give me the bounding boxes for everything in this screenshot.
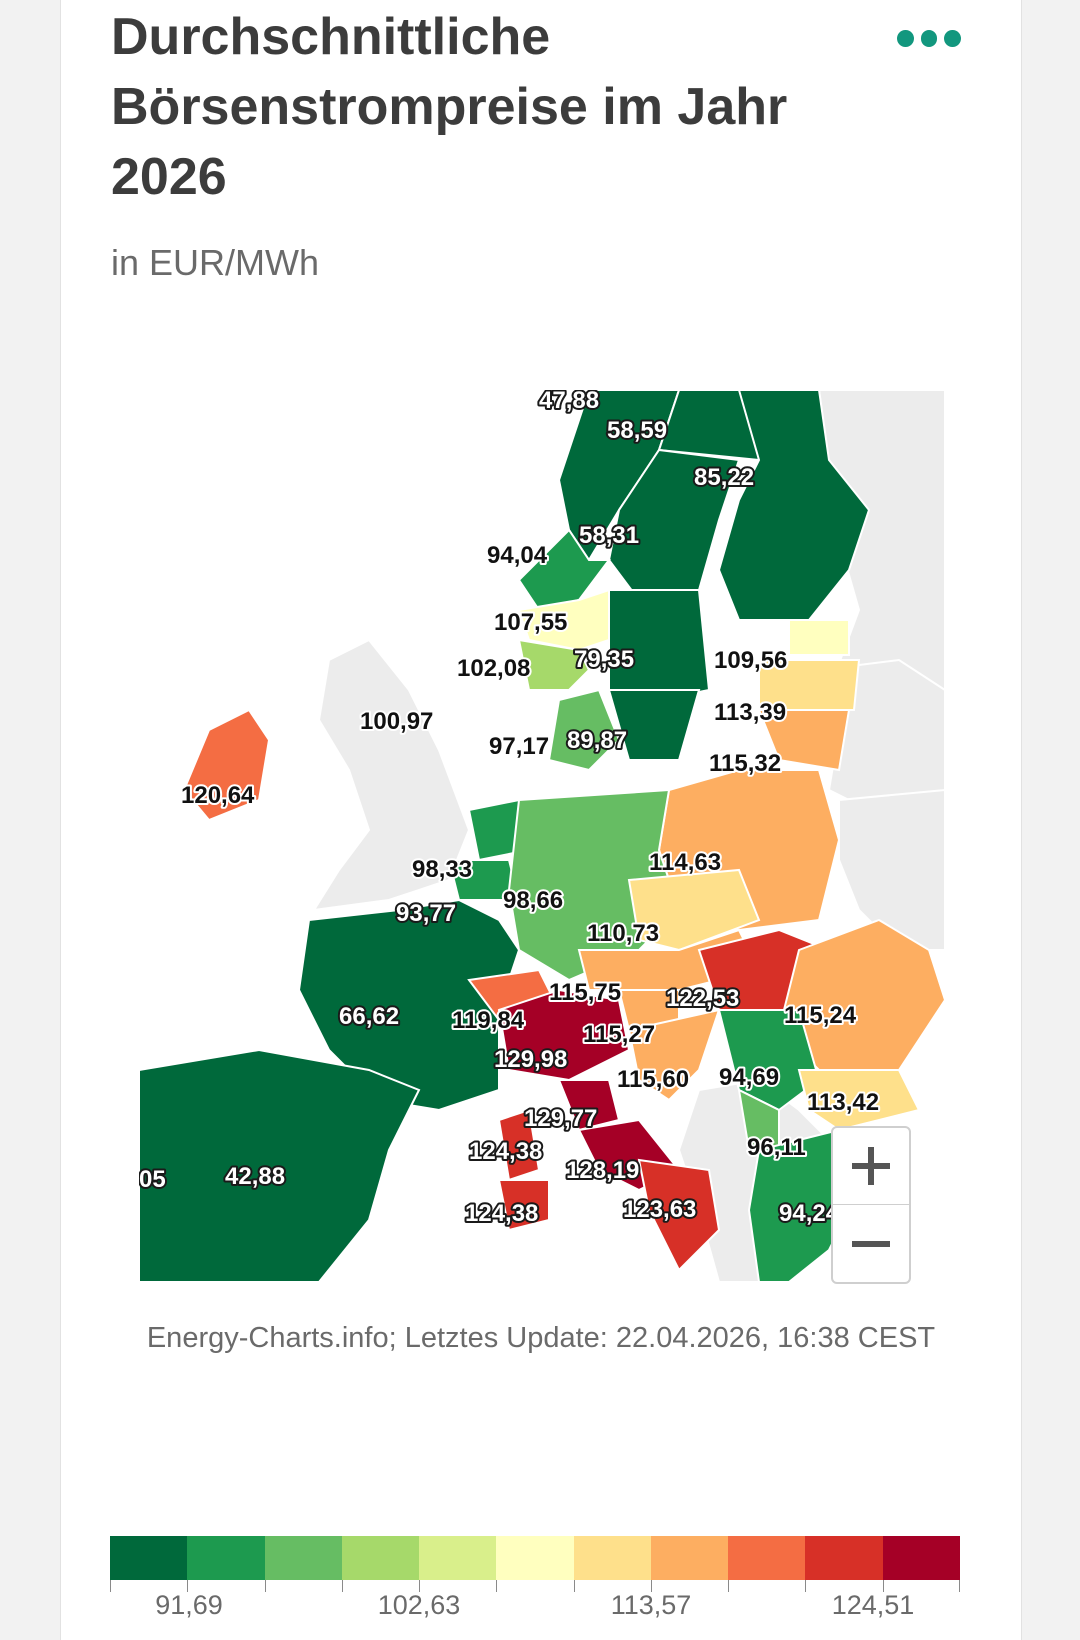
legend-bin-10: [805, 1536, 883, 1580]
price-labels: 47,88 58,59 85,22 58,31 94,04 107,55 109…: [139, 390, 881, 1229]
label-it-csud: 128,19: [566, 1157, 639, 1184]
label-it-sard: 124,38: [469, 1138, 542, 1165]
legend-bin-9: [728, 1536, 806, 1580]
legend-tick-label-1: 91,69: [155, 1590, 223, 1620]
label-se3: 79,35: [574, 646, 634, 673]
label-pt: 05: [139, 1166, 166, 1193]
legend-bin-5: [419, 1536, 497, 1580]
region-denmark: [547, 688, 621, 772]
label-gb: 100,97: [360, 708, 433, 735]
region-italy-cnor: [557, 1079, 621, 1132]
region-croatia: [627, 1008, 721, 1102]
label-me: 96,11: [747, 1134, 806, 1161]
region-france: [297, 898, 521, 1112]
label-be: 93,77: [396, 900, 456, 927]
label-no2: 102,08: [457, 655, 530, 682]
label-no1: 107,55: [494, 609, 567, 636]
label-lv: 113,39: [714, 699, 786, 726]
label-pl: 114,63: [649, 849, 721, 876]
label-it-nord: 129,98: [494, 1046, 567, 1073]
label-se4: 89,87: [567, 727, 627, 754]
label-it-sud: 123,63: [623, 1196, 696, 1223]
great-britain-shape: [312, 638, 471, 912]
label-fr: 66,62: [339, 1003, 399, 1030]
region-spain: [139, 1048, 421, 1282]
label-gr: 94,24: [779, 1200, 840, 1227]
legend-tick-label-2: 102,63: [377, 1590, 461, 1620]
region-sweden-se4: [607, 689, 701, 761]
region-sardinia: [497, 1108, 541, 1182]
label-hr: 115,60: [617, 1066, 689, 1093]
label-de: 98,66: [503, 887, 563, 914]
label-no3: 94,04: [487, 542, 548, 569]
label-hu: 122,53: [666, 985, 739, 1012]
plus-icon: [852, 1147, 890, 1185]
label-si: 115,27: [583, 1021, 655, 1048]
chart-title: Durchschnittliche Börsenstrompreise im J…: [111, 8, 788, 206]
zoom-in-button[interactable]: [833, 1128, 909, 1205]
more-options-icon[interactable]: [897, 30, 962, 54]
zoom-out-button[interactable]: [833, 1206, 909, 1282]
region-czechia: [627, 868, 761, 952]
ukraine-shape: [838, 788, 945, 951]
chart-subtitle: in EUR/MWh: [111, 242, 320, 283]
chart-card: Durchschnittliche Börsenstrompreise im J…: [60, 0, 1022, 1640]
legend-bin-7: [573, 1536, 651, 1580]
region-sweden-se2: [607, 448, 741, 602]
label-it-cnor: 129,77: [524, 1105, 597, 1132]
color-scale-legend: [110, 1536, 960, 1580]
region-italy-north: [497, 988, 631, 1082]
label-fi: 85,22: [694, 464, 754, 491]
label-at: 115,75: [549, 979, 621, 1006]
legend-ticks: [110, 1580, 960, 1594]
source-note: Energy-Charts.info; Letztes Update: 22.0…: [146, 1322, 936, 1354]
label-nl: 98,33: [412, 856, 472, 883]
legend-bin-2: [187, 1536, 265, 1580]
region-italy-sud: [637, 1158, 721, 1272]
label-it-sici: 124,38: [465, 1200, 538, 1227]
label-se1: 58,59: [607, 417, 667, 444]
label-se2: 58,31: [579, 522, 639, 549]
legend-bin-6: [496, 1536, 574, 1580]
region-serbia: [717, 1009, 821, 1112]
label-rs: 94,69: [719, 1064, 779, 1091]
label-ro: 115,24: [784, 1002, 857, 1029]
region-sweden-se3: [608, 589, 711, 702]
map-canvas: 47,88 58,59 85,22 58,31 94,04 107,55 109…: [139, 390, 945, 1282]
legend-bin-3: [264, 1536, 342, 1580]
label-ch: 119,84: [452, 1007, 525, 1034]
label-ee: 109,56: [714, 647, 787, 674]
region-bulgaria: [797, 1069, 921, 1132]
label-bg: 113,42: [807, 1089, 879, 1116]
region-norway-no2: [517, 638, 591, 691]
legend-tick-label-3: 113,57: [610, 1590, 692, 1620]
region-ireland: [182, 708, 271, 822]
zoom-controls: [831, 1126, 911, 1284]
label-dk1: 97,17: [489, 733, 549, 760]
europe-map[interactable]: 47,88 58,59 85,22 58,31 94,04 107,55 109…: [139, 390, 945, 1282]
region-lithuania: [757, 709, 851, 772]
label-no4: 47,88: [539, 390, 599, 414]
region-latvia: [758, 659, 861, 711]
legend-bin-11: [882, 1536, 960, 1580]
label-ie: 120,64: [181, 782, 255, 809]
label-es: 42,88: [225, 1163, 285, 1190]
region-sicily: [497, 1179, 550, 1232]
legend-bin-1: [110, 1536, 188, 1580]
label-lt: 115,32: [709, 750, 781, 777]
legend-tick-label-4: 124,51: [831, 1590, 915, 1620]
region-estonia: [788, 619, 850, 656]
legend-bin-8: [650, 1536, 729, 1580]
legend-bin-4: [341, 1536, 420, 1580]
label-cz: 110,73: [587, 920, 659, 947]
minus-icon: [852, 1241, 890, 1247]
